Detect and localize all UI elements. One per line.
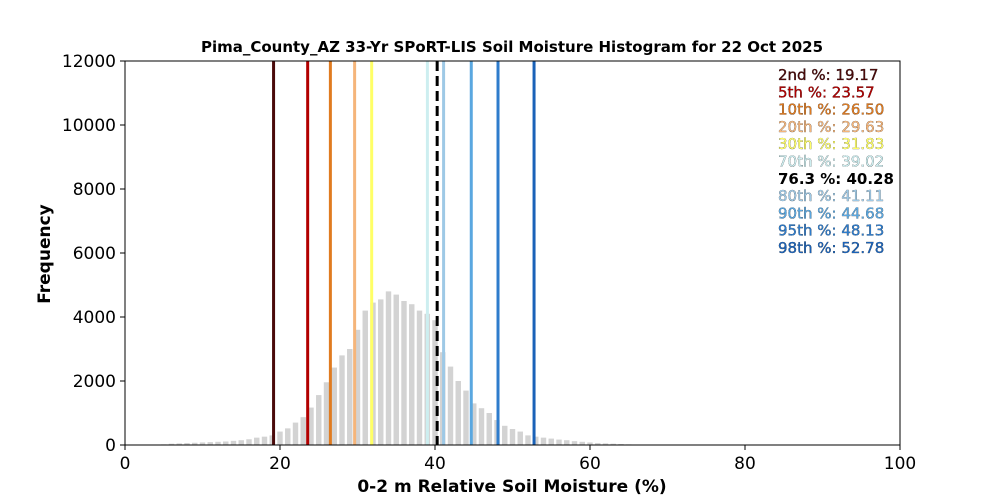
histogram-bar: [347, 349, 352, 445]
histogram-bar: [448, 367, 453, 445]
x-axis-label: 0-2 m Relative Soil Moisture (%): [357, 477, 666, 497]
histogram-bar: [378, 299, 383, 445]
histogram-bars: [146, 291, 663, 445]
histogram-bar: [386, 291, 391, 445]
y-tick-label: 8000: [73, 180, 116, 200]
y-tick-label: 4000: [73, 308, 116, 328]
histogram-bar: [417, 311, 422, 445]
y-tick-label: 0: [105, 436, 116, 456]
percentile-label: 2nd %: 19.17: [778, 66, 878, 84]
histogram-bar: [277, 432, 282, 445]
histogram-bar: [285, 428, 290, 445]
percentile-label: 76.3 %: 40.28: [778, 170, 894, 188]
histogram-bar: [394, 295, 399, 445]
histogram-bar: [510, 429, 515, 445]
percentile-label: 30th %: 31.83: [778, 135, 884, 153]
histogram-bar: [339, 355, 344, 445]
histogram-bar: [363, 311, 368, 445]
histogram-bar: [463, 391, 468, 445]
percentile-label: 5th %: 23.57: [778, 83, 875, 101]
histogram-bar: [401, 301, 406, 445]
histogram-bar: [479, 408, 484, 445]
histogram-bar: [572, 441, 577, 445]
histogram-bar: [456, 381, 461, 445]
percentile-label: 95th %: 48.13: [778, 222, 884, 240]
percentile-label: 90th %: 44.68: [778, 204, 884, 222]
histogram-bar: [525, 435, 530, 445]
histogram-bar: [332, 368, 337, 445]
histogram-bar: [246, 439, 251, 445]
histogram-bar: [324, 382, 329, 445]
histogram-bar: [556, 440, 561, 445]
x-tick-label: 80: [734, 454, 756, 474]
chart-title: Pima_County_AZ 33-Yr SPoRT-LIS Soil Mois…: [201, 38, 823, 56]
y-tick-label: 2000: [73, 372, 116, 392]
percentile-label: 98th %: 52.78: [778, 239, 884, 257]
histogram-bar: [564, 440, 569, 445]
x-tick-label: 40: [424, 454, 446, 474]
x-tick-label: 20: [269, 454, 291, 474]
x-tick-label: 0: [120, 454, 131, 474]
percentile-label: 10th %: 26.50: [778, 101, 884, 119]
percentile-label: 20th %: 29.63: [778, 118, 884, 136]
percentile-label: 80th %: 41.11: [778, 187, 884, 205]
histogram-bar: [518, 432, 523, 445]
histogram-bar: [487, 413, 492, 445]
histogram-bar: [293, 423, 298, 445]
histogram-bar: [541, 438, 546, 445]
histogram-bar: [502, 426, 507, 445]
x-tick-label: 60: [579, 454, 601, 474]
histogram-bar: [409, 304, 414, 445]
histogram-bar: [239, 440, 244, 445]
histogram-bar: [549, 439, 554, 445]
histogram-bar: [223, 441, 228, 445]
x-tick-label: 100: [884, 454, 916, 474]
y-tick-label: 6000: [73, 244, 116, 264]
histogram-bar: [316, 395, 321, 445]
y-tick-label: 12000: [62, 52, 116, 72]
histogram-bar: [254, 438, 259, 445]
histogram-bar: [301, 417, 306, 445]
histogram-bar: [231, 441, 236, 445]
y-axis-label: Frequency: [35, 204, 55, 304]
histogram-bar: [262, 437, 267, 445]
y-tick-label: 10000: [62, 116, 116, 136]
percentile-label: 70th %: 39.02: [778, 153, 884, 171]
